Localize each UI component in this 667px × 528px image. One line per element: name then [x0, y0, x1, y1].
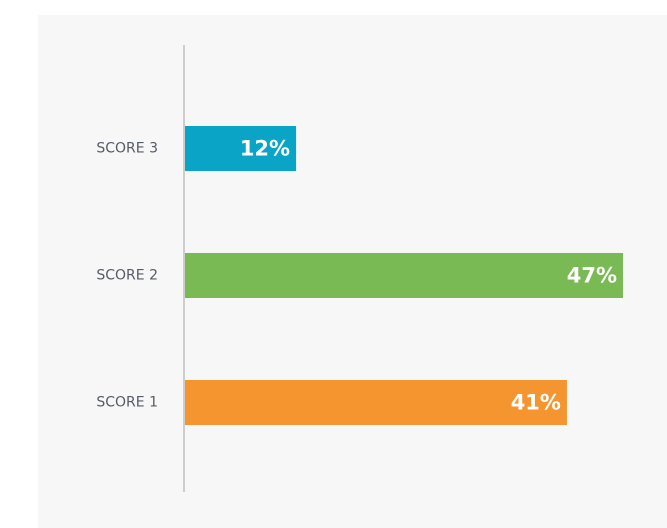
bar — [185, 253, 623, 298]
value-label: 12% — [240, 137, 290, 161]
bar — [185, 380, 567, 425]
value-label: 47% — [567, 264, 617, 288]
value-label: 41% — [511, 391, 561, 415]
category-label: SCORE 2 — [96, 268, 158, 284]
category-label: SCORE 3 — [96, 141, 158, 157]
bar — [185, 126, 297, 171]
category-label: SCORE 1 — [96, 395, 158, 411]
